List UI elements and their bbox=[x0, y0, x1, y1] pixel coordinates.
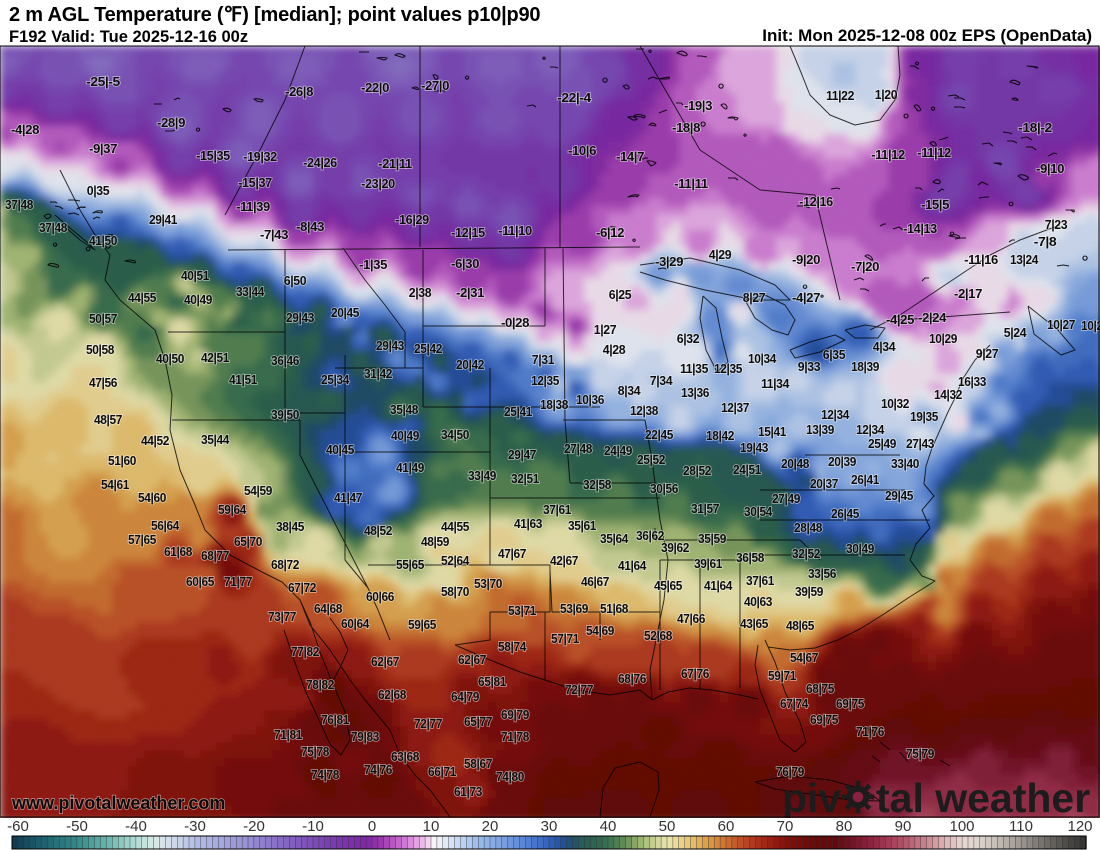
svg-text:37|48: 37|48 bbox=[39, 221, 67, 235]
svg-text:-7|43: -7|43 bbox=[260, 228, 288, 242]
svg-text:-11|10: -11|10 bbox=[498, 224, 532, 238]
svg-text:44|52: 44|52 bbox=[141, 434, 169, 448]
svg-text:25|42: 25|42 bbox=[414, 342, 442, 356]
svg-text:-27|0: -27|0 bbox=[421, 79, 449, 93]
svg-text:-16|29: -16|29 bbox=[395, 213, 429, 227]
svg-text:54|60: 54|60 bbox=[138, 491, 166, 505]
svg-text:32|51: 32|51 bbox=[511, 472, 539, 486]
svg-text:41|51: 41|51 bbox=[229, 373, 257, 387]
svg-text:50|58: 50|58 bbox=[86, 343, 114, 357]
svg-text:6|50: 6|50 bbox=[284, 274, 307, 288]
svg-text:50|57: 50|57 bbox=[89, 312, 117, 326]
svg-text:-21|11: -21|11 bbox=[378, 157, 412, 171]
svg-text:54|61: 54|61 bbox=[101, 478, 129, 492]
svg-text:40|49: 40|49 bbox=[184, 293, 212, 307]
svg-text:47|56: 47|56 bbox=[89, 376, 117, 390]
svg-text:-11|39: -11|39 bbox=[236, 200, 270, 214]
svg-text:29|43: 29|43 bbox=[376, 339, 404, 353]
svg-text:51|60: 51|60 bbox=[108, 454, 136, 468]
svg-text:-23|20: -23|20 bbox=[361, 177, 395, 191]
svg-text:-26|8: -26|8 bbox=[285, 85, 313, 99]
svg-text:-12|15: -12|15 bbox=[451, 226, 485, 240]
svg-text:-2|31: -2|31 bbox=[456, 286, 484, 300]
svg-text:39|50: 39|50 bbox=[271, 408, 299, 422]
svg-text:40|50: 40|50 bbox=[156, 352, 184, 366]
svg-text:2|38: 2|38 bbox=[409, 286, 432, 300]
svg-text:29|47: 29|47 bbox=[508, 448, 536, 462]
svg-text:37|48: 37|48 bbox=[5, 198, 33, 212]
svg-text:-24|26: -24|26 bbox=[303, 156, 337, 170]
svg-text:-15|35: -15|35 bbox=[196, 149, 230, 163]
svg-text:56|64: 56|64 bbox=[151, 519, 179, 533]
svg-text:-1|35: -1|35 bbox=[359, 258, 387, 272]
svg-text:29|41: 29|41 bbox=[149, 213, 177, 227]
svg-text:35|44: 35|44 bbox=[201, 433, 229, 447]
svg-text:34|50: 34|50 bbox=[441, 428, 469, 442]
svg-text:40|49: 40|49 bbox=[391, 429, 419, 443]
svg-text:20|42: 20|42 bbox=[456, 358, 484, 372]
svg-text:-19|32: -19|32 bbox=[243, 150, 277, 164]
svg-text:40|45: 40|45 bbox=[326, 443, 354, 457]
svg-text:41|50: 41|50 bbox=[89, 234, 117, 248]
svg-text:-22|0: -22|0 bbox=[361, 81, 389, 95]
svg-text:40|51: 40|51 bbox=[181, 269, 209, 283]
svg-text:-6|30: -6|30 bbox=[451, 257, 479, 271]
svg-text:29|43: 29|43 bbox=[286, 311, 314, 325]
svg-text:33|44: 33|44 bbox=[236, 285, 264, 299]
svg-text:59|64: 59|64 bbox=[218, 503, 246, 517]
svg-text:41|47: 41|47 bbox=[334, 491, 362, 505]
svg-text:41|49: 41|49 bbox=[396, 461, 424, 475]
svg-text:36|46: 36|46 bbox=[271, 354, 299, 368]
svg-text:25|34: 25|34 bbox=[321, 373, 349, 387]
svg-text:0|35: 0|35 bbox=[87, 184, 110, 198]
svg-text:33|49: 33|49 bbox=[468, 469, 496, 483]
svg-text:-8|43: -8|43 bbox=[296, 220, 324, 234]
svg-text:31|42: 31|42 bbox=[364, 367, 392, 381]
svg-text:-0|28: -0|28 bbox=[501, 316, 529, 330]
svg-text:-15|37: -15|37 bbox=[238, 176, 272, 190]
svg-text:61|68: 61|68 bbox=[164, 545, 192, 559]
svg-text:-28|9: -28|9 bbox=[157, 116, 185, 130]
svg-text:20|45: 20|45 bbox=[331, 306, 359, 320]
svg-text:42|51: 42|51 bbox=[201, 351, 229, 365]
svg-text:-4|28: -4|28 bbox=[11, 123, 39, 137]
svg-text:-25|-5: -25|-5 bbox=[86, 75, 120, 89]
svg-text:44|55: 44|55 bbox=[128, 291, 156, 305]
svg-text:57|65: 57|65 bbox=[128, 533, 156, 547]
svg-text:48|57: 48|57 bbox=[94, 413, 122, 427]
svg-text:54|59: 54|59 bbox=[244, 484, 272, 498]
svg-text:-9|37: -9|37 bbox=[89, 142, 117, 156]
